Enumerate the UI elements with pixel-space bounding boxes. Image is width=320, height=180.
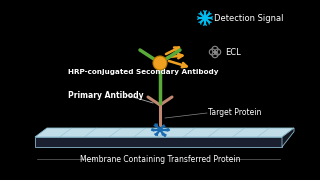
Text: Membrane Containing Transferred Protein: Membrane Containing Transferred Protein: [80, 154, 240, 163]
Polygon shape: [35, 128, 294, 137]
Text: Primary Antibody: Primary Antibody: [68, 91, 144, 100]
Polygon shape: [35, 137, 282, 147]
Text: HRP-conjugated Secondary Antibody: HRP-conjugated Secondary Antibody: [68, 69, 219, 75]
Circle shape: [153, 56, 167, 70]
Text: ECL: ECL: [225, 48, 241, 57]
Polygon shape: [282, 128, 294, 147]
Text: Target Protein: Target Protein: [208, 107, 261, 116]
Text: Detection Signal: Detection Signal: [214, 14, 284, 22]
